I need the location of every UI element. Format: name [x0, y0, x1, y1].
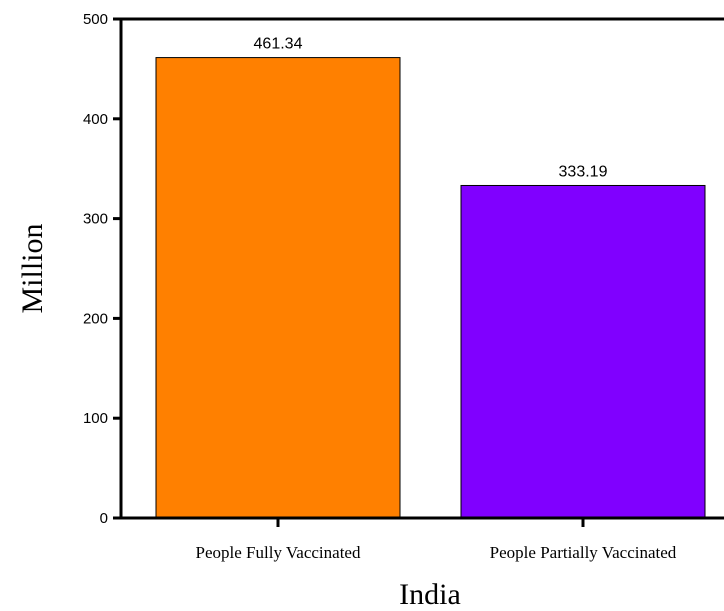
- bar: [155, 57, 401, 519]
- y-tick-label: 500: [83, 11, 108, 28]
- y-tick-label: 100: [83, 410, 108, 427]
- y-tick-label: 300: [83, 211, 108, 228]
- bar-value-label: 461.34: [254, 36, 303, 53]
- bar-value-label: 333.19: [559, 163, 608, 180]
- bars-group: 461.34 333.19: [155, 36, 706, 519]
- x-category-label: People Fully Vaccinated: [196, 543, 361, 562]
- x-category-label: People Partially Vaccinated: [490, 543, 677, 562]
- y-tick-label: 200: [83, 310, 108, 327]
- y-axis-title: Million: [16, 223, 49, 313]
- y-tick-label: 0: [100, 510, 108, 527]
- x-axis-title: India: [399, 578, 461, 611]
- x-axis-ticks: People Fully Vaccinated People Partially …: [196, 518, 677, 562]
- y-axis-ticks: 0 100 200 300 400 500: [83, 11, 121, 527]
- bar: [460, 184, 706, 519]
- y-tick-label: 400: [83, 111, 108, 128]
